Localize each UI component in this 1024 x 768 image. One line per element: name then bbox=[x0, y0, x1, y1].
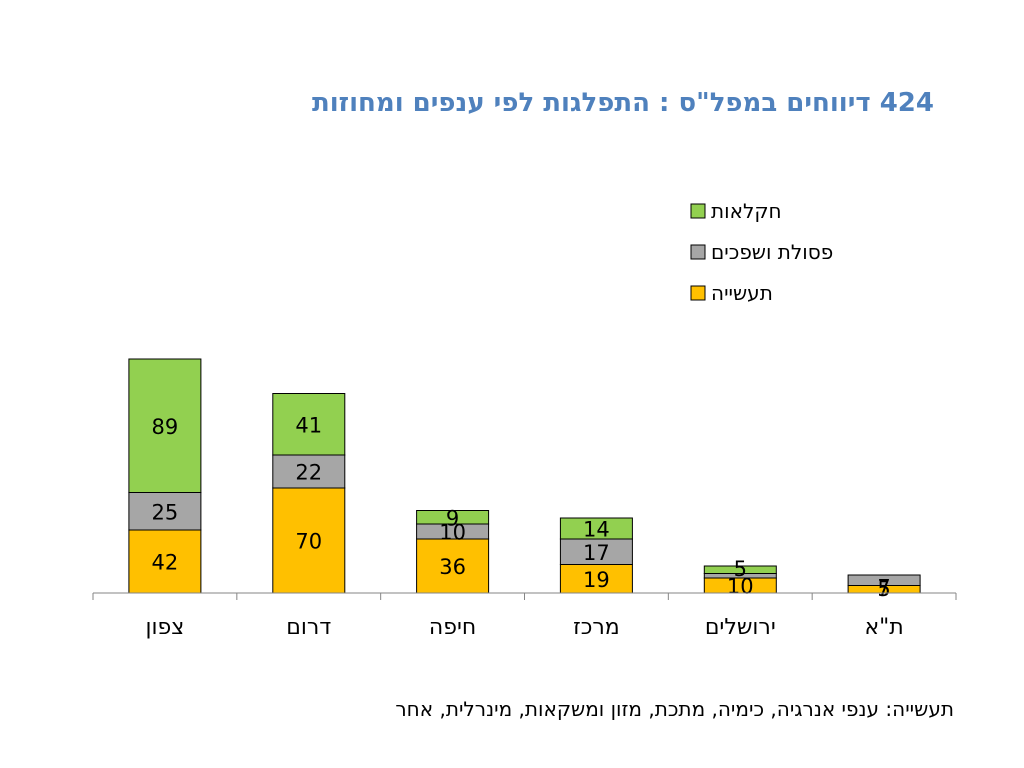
data-label: 70 bbox=[295, 530, 322, 554]
x-tick-label: ירושלים bbox=[705, 615, 776, 640]
bars-layer bbox=[128, 358, 921, 594]
data-label: 9 bbox=[446, 506, 459, 530]
data-label: 89 bbox=[152, 415, 179, 439]
data-label: 25 bbox=[152, 500, 179, 524]
bar-segment bbox=[272, 393, 346, 456]
data-label: 17 bbox=[583, 541, 610, 565]
x-tick-label: מרכז bbox=[573, 615, 620, 640]
x-tick-label: ת"א bbox=[864, 615, 903, 640]
bar-segment bbox=[847, 574, 921, 586]
bar-segment bbox=[559, 517, 633, 540]
data-label: 5 bbox=[734, 557, 747, 581]
bar-segment bbox=[703, 565, 777, 574]
legend-label: חקלאות bbox=[711, 199, 782, 223]
data-label: 5 bbox=[877, 577, 890, 601]
x-tick-label: דרום bbox=[286, 615, 331, 640]
bar-segment bbox=[559, 564, 633, 594]
data-label: 7 bbox=[877, 575, 890, 599]
legend-swatch bbox=[690, 244, 706, 260]
data-label: 10 bbox=[727, 575, 754, 599]
legend-swatch bbox=[690, 203, 706, 219]
x-tick-label: צפון bbox=[146, 615, 185, 640]
data-label: 10 bbox=[439, 521, 466, 545]
data-label: 19 bbox=[583, 568, 610, 592]
bar-segment bbox=[128, 492, 202, 531]
x-tick-label: חיפה bbox=[429, 615, 476, 640]
x-axis: צפון דרום חיפה מרכז ירושלים ת"א bbox=[92, 592, 957, 640]
data-label: 14 bbox=[583, 518, 610, 542]
data-label: 22 bbox=[295, 461, 322, 485]
chart-title: 424 דיווחים במפל"ס : התפלגות לפי ענפים ו… bbox=[312, 88, 934, 118]
data-label: 36 bbox=[439, 555, 466, 579]
legend-swatch bbox=[690, 285, 706, 301]
bar-segment bbox=[128, 358, 202, 493]
bar-segment bbox=[416, 538, 490, 594]
footnote: תעשייה: ענפי אנרגיה, כימיה, מתכת, מזון ו… bbox=[395, 697, 954, 721]
legend-label: פסולת ושפכים bbox=[711, 240, 833, 264]
bar-segment bbox=[416, 510, 490, 525]
bar-segment bbox=[272, 454, 346, 489]
data-label: 42 bbox=[152, 551, 179, 575]
legend: חקלאות פסולת ושפכים תעשייה bbox=[690, 199, 833, 305]
legend-label: תעשייה bbox=[711, 281, 773, 305]
data-label: 41 bbox=[295, 413, 322, 437]
